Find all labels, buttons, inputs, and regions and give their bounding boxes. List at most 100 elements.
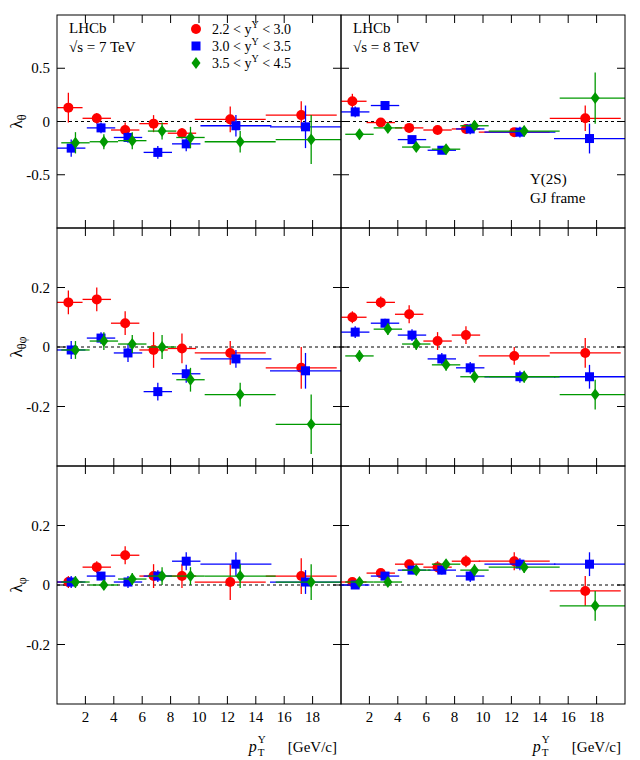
y-tick (57, 121, 65, 122)
x-tick (255, 466, 256, 474)
data (57, 546, 341, 600)
x-tick (369, 466, 370, 474)
y-axis-label: λθ (7, 114, 29, 128)
x-tick (426, 466, 427, 474)
point (383, 323, 392, 335)
x-tick (568, 696, 569, 704)
y-tick (341, 287, 349, 288)
x-tick (539, 220, 540, 228)
y-tick-label: -0.2 (26, 637, 50, 653)
x-tick (369, 228, 370, 236)
x-tick (113, 466, 114, 474)
point (355, 350, 364, 362)
y-tick-label: 0.2 (31, 280, 50, 296)
point (466, 363, 475, 372)
x-tick (312, 458, 313, 466)
point (585, 134, 594, 143)
x-tick-label: 12 (220, 709, 235, 725)
x-tick (113, 15, 114, 23)
x-tick (397, 228, 398, 236)
point (376, 297, 386, 307)
point (591, 389, 600, 401)
y-axis-label: λθφ (7, 336, 29, 357)
point (412, 564, 421, 576)
point (120, 318, 130, 328)
point (347, 96, 357, 106)
x-tick (454, 228, 455, 236)
point (585, 372, 594, 381)
x-tick (369, 458, 370, 466)
x-tick (454, 15, 455, 23)
x-tick (483, 458, 484, 466)
point (99, 579, 108, 591)
y-tick (617, 644, 625, 645)
x-tick (596, 15, 597, 23)
point (177, 128, 187, 138)
y-tick (341, 68, 349, 69)
point (433, 125, 443, 135)
reference-line (57, 347, 341, 348)
point (236, 570, 245, 582)
x-tick (454, 696, 455, 704)
x-tick (511, 466, 512, 474)
x-tick (397, 15, 398, 23)
point (97, 123, 106, 132)
legend-marker (192, 57, 201, 69)
point (149, 119, 159, 129)
y-tick (341, 525, 349, 526)
x-tick-label: 10 (476, 709, 491, 725)
point (580, 113, 590, 123)
x-tick-label: 8 (451, 709, 459, 725)
y-tick (617, 347, 625, 348)
y-tick (333, 174, 341, 175)
x-tick (85, 220, 86, 228)
point (591, 92, 600, 104)
point (186, 570, 195, 582)
y-tick (57, 68, 65, 69)
reference-line (341, 347, 625, 348)
x-tick (227, 458, 228, 466)
panel (338, 228, 631, 466)
y-tick (333, 347, 341, 348)
x-tick (199, 696, 200, 704)
point (461, 556, 471, 566)
x-tick-label: 16 (561, 709, 577, 725)
x-tick (426, 228, 427, 236)
x-tick (255, 458, 256, 466)
y-tick-label: 0 (43, 577, 51, 593)
x-tick (596, 458, 597, 466)
x-tick (539, 696, 540, 704)
point (351, 328, 360, 337)
x-tick (113, 458, 114, 466)
x-tick-label: 14 (248, 709, 264, 725)
x-tick (426, 696, 427, 704)
y-tick-label: 0 (43, 339, 51, 355)
y-tick (57, 347, 65, 348)
point (97, 572, 106, 581)
x-tick (312, 220, 313, 228)
x-tick (113, 228, 114, 236)
point (404, 123, 414, 133)
x-tick (227, 466, 228, 474)
y-tick (617, 585, 625, 586)
point (153, 387, 162, 396)
y-tick-label: -0.2 (26, 399, 50, 415)
x-tick-label: 10 (192, 709, 207, 725)
frame (57, 15, 341, 228)
frame (57, 228, 341, 466)
y-tick (617, 121, 625, 122)
x-axis-label: p (532, 738, 541, 756)
point (509, 351, 519, 361)
annotation: √s = 7 TeV (69, 39, 136, 55)
x-tick-label: 4 (394, 709, 402, 725)
panel: -0.2 0 0.2 λθφ (7, 228, 347, 466)
x-tick (142, 466, 143, 474)
point (158, 341, 167, 353)
x-tick (426, 220, 427, 228)
point (71, 344, 80, 356)
point (99, 335, 108, 347)
y-tick (617, 287, 625, 288)
y-tick (57, 287, 65, 288)
y-tick (57, 525, 65, 526)
panel: LHCb√s = 8 TeVΥ(2S)GJ frame (338, 15, 631, 228)
